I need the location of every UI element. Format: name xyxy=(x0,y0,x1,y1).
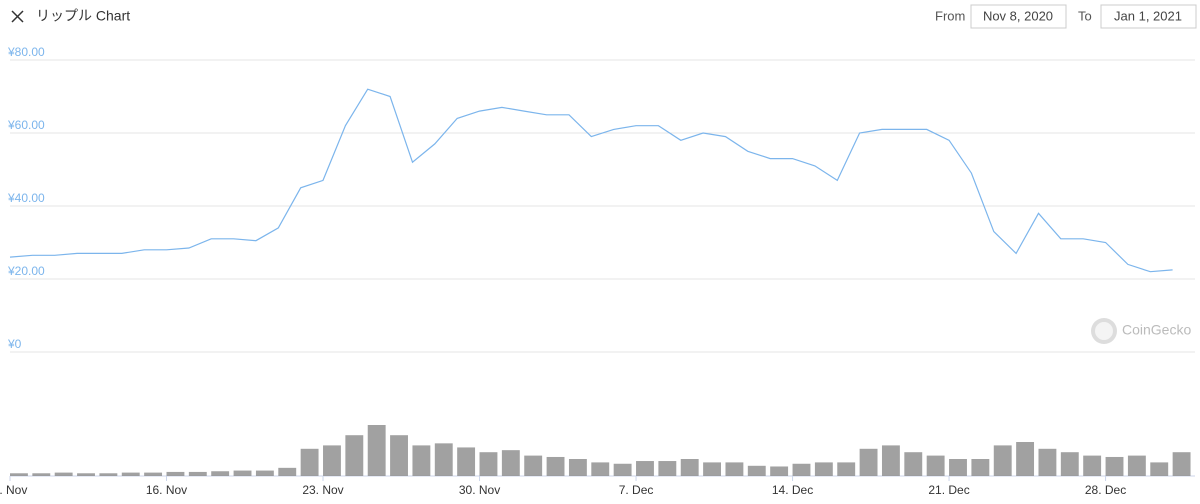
volume-bar xyxy=(501,450,520,476)
volume-bar xyxy=(904,452,923,476)
x-tick-label: 30. Nov xyxy=(459,483,500,497)
volume-bar xyxy=(1172,452,1191,476)
close-icon[interactable] xyxy=(11,10,24,23)
y-tick-label: ¥60.00 xyxy=(7,118,45,132)
to-input[interactable] xyxy=(1100,4,1197,29)
price-line xyxy=(9,88,1173,273)
volume-bar xyxy=(233,470,252,476)
volume-bar xyxy=(278,467,297,476)
volume-bar xyxy=(1150,462,1169,476)
watermark: CoinGecko xyxy=(1122,322,1191,338)
volume-bar xyxy=(1016,442,1035,476)
volume-bar xyxy=(54,472,73,476)
volume-bar xyxy=(255,470,274,476)
volume-bar xyxy=(479,452,498,476)
to-label: To xyxy=(1078,8,1092,23)
volume-bar xyxy=(881,445,900,476)
volume-bar xyxy=(10,473,28,476)
volume-bar xyxy=(747,465,766,476)
volume-bar xyxy=(524,455,543,476)
volume-bar xyxy=(99,473,118,476)
volume-bar xyxy=(926,455,945,476)
x-tick-label: 9. Nov xyxy=(0,483,27,497)
volume-bar xyxy=(77,473,95,476)
volume-bar xyxy=(390,435,408,476)
volume-bar xyxy=(1127,455,1146,476)
volume-bar xyxy=(792,463,811,476)
volume-bar xyxy=(323,445,341,476)
volume-bar xyxy=(166,471,185,476)
y-tick-label: ¥80.00 xyxy=(7,45,45,59)
volume-bar xyxy=(703,462,721,476)
volume-bar xyxy=(457,447,476,476)
volume-bar xyxy=(300,448,319,476)
volume-bar xyxy=(188,471,207,476)
volume-bar xyxy=(680,459,699,476)
volume-bar xyxy=(211,471,230,476)
volume-bar xyxy=(1060,452,1079,476)
volume-bar xyxy=(1105,456,1124,476)
x-tick-label: 16. Nov xyxy=(146,483,187,497)
x-tick-label: 7. Dec xyxy=(619,483,654,497)
volume-bar xyxy=(1083,455,1102,476)
volume-bar xyxy=(971,459,990,476)
volume-bar xyxy=(770,466,789,476)
volume-bar xyxy=(814,462,833,476)
volume-bar xyxy=(949,459,967,476)
from-label: From xyxy=(935,8,965,23)
volume-bar xyxy=(32,473,51,476)
volume-bar xyxy=(568,459,587,476)
volume-bar xyxy=(121,472,140,476)
watermark-logo xyxy=(1091,318,1117,344)
volume-bar xyxy=(546,456,565,476)
to-value: Jan 1, 2021 xyxy=(1114,8,1182,23)
volume-bar xyxy=(613,463,632,476)
x-tick-label: 28. Dec xyxy=(1085,483,1126,497)
volume-bar xyxy=(725,462,744,476)
chart-title: リップル Chart xyxy=(36,8,130,24)
volume-bar xyxy=(636,461,654,476)
volume-bar xyxy=(144,472,163,476)
x-tick-label: 23. Nov xyxy=(302,483,343,497)
x-tick-label: 21. Dec xyxy=(928,483,969,497)
from-input[interactable] xyxy=(970,4,1067,29)
x-tick-label: 14. Dec xyxy=(772,483,813,497)
volume-bar xyxy=(367,425,386,476)
volume-bar xyxy=(993,445,1012,476)
volume-bar xyxy=(658,461,677,476)
volume-bar xyxy=(591,462,610,476)
y-tick-label: ¥40.00 xyxy=(7,191,45,205)
volume-bar xyxy=(434,443,453,476)
y-tick-label: ¥20.00 xyxy=(7,264,45,278)
volume-bar xyxy=(345,435,364,476)
volume-bar xyxy=(412,445,431,476)
y-tick-label: ¥0 xyxy=(7,337,22,351)
volume-bar xyxy=(859,448,878,476)
from-value: Nov 8, 2020 xyxy=(983,8,1053,23)
volume-bar xyxy=(837,462,856,476)
volume-bar xyxy=(1038,448,1057,476)
